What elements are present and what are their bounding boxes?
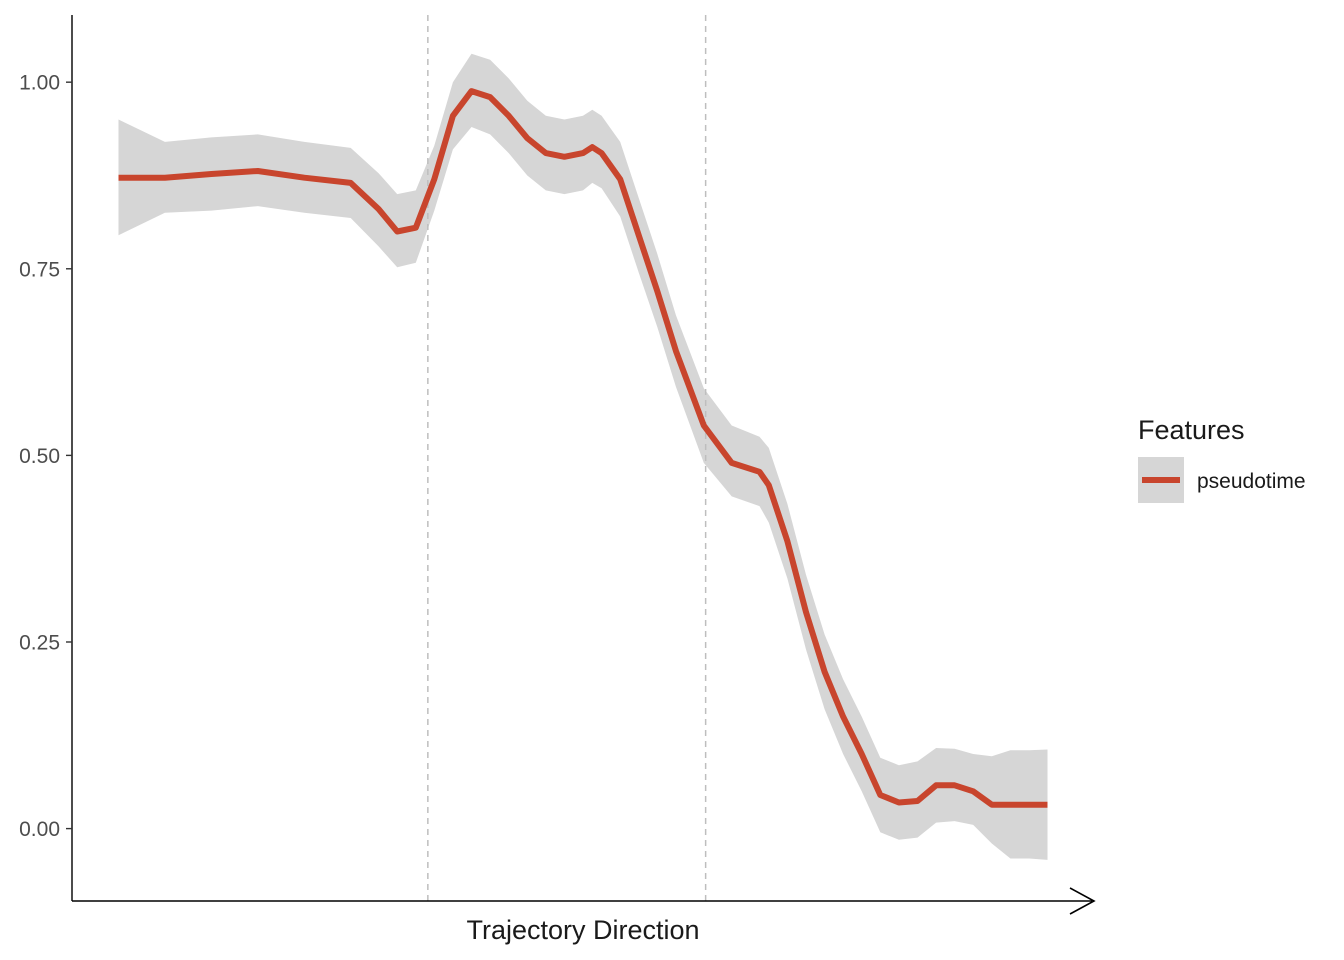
y-tick-label: 0.75 <box>19 258 60 281</box>
legend: Features pseudotime <box>1138 415 1306 503</box>
y-tick-label: 0.00 <box>19 818 60 841</box>
vertical-reference-lines <box>427 15 707 901</box>
y-tick-label: 0.50 <box>19 445 60 468</box>
y-tick-label: 1.00 <box>19 72 60 95</box>
y-axis-ticks: 0.00 0.25 0.50 0.75 1.00 <box>19 72 72 841</box>
series-line-layer <box>118 88 1048 808</box>
legend-title: Features <box>1138 415 1245 445</box>
x-axis-title: Trajectory Direction <box>466 915 699 945</box>
legend-label-pseudotime: pseudotime <box>1197 470 1306 493</box>
confidence-ribbon-pseudotime <box>118 53 1048 860</box>
confidence-ribbon-layer <box>118 53 1048 860</box>
series-line-pseudotime <box>118 88 1048 808</box>
y-tick-label: 0.25 <box>19 631 60 654</box>
x-axis-arrowhead <box>1069 887 1096 915</box>
